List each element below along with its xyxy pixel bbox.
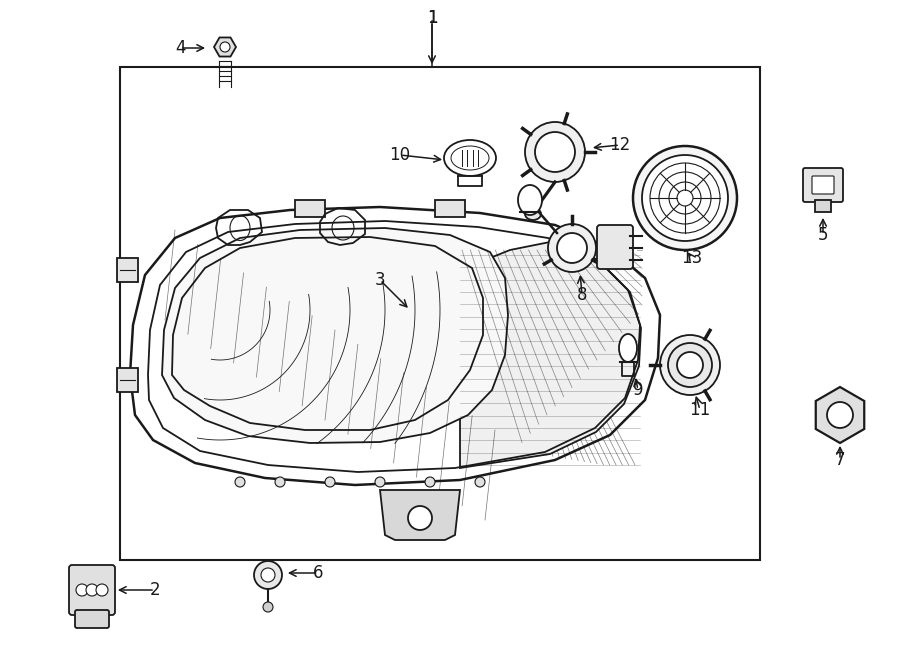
Text: 3: 3 <box>374 271 385 289</box>
Circle shape <box>642 155 728 241</box>
Circle shape <box>261 568 275 582</box>
Circle shape <box>535 132 575 172</box>
Circle shape <box>475 477 485 487</box>
Bar <box>120 67 760 560</box>
Polygon shape <box>214 38 236 57</box>
Polygon shape <box>295 200 325 217</box>
Circle shape <box>425 477 435 487</box>
Polygon shape <box>435 200 465 217</box>
Polygon shape <box>815 387 864 443</box>
Polygon shape <box>460 242 641 468</box>
Polygon shape <box>117 368 138 392</box>
Circle shape <box>557 233 587 263</box>
Circle shape <box>660 335 720 395</box>
Text: 12: 12 <box>609 136 631 154</box>
Circle shape <box>375 477 385 487</box>
Circle shape <box>220 42 230 52</box>
Text: 2: 2 <box>149 581 160 599</box>
Ellipse shape <box>525 208 541 220</box>
Circle shape <box>408 506 432 530</box>
FancyBboxPatch shape <box>75 610 109 628</box>
Circle shape <box>86 584 98 596</box>
FancyBboxPatch shape <box>812 176 834 194</box>
Ellipse shape <box>619 334 637 362</box>
Circle shape <box>254 561 282 589</box>
Ellipse shape <box>444 140 496 176</box>
Circle shape <box>325 477 335 487</box>
Text: 4: 4 <box>175 39 185 57</box>
Text: 1: 1 <box>427 9 437 27</box>
Circle shape <box>235 477 245 487</box>
Bar <box>815 200 831 212</box>
Text: 9: 9 <box>633 381 643 399</box>
Circle shape <box>633 146 737 250</box>
Circle shape <box>548 224 596 272</box>
Text: 10: 10 <box>390 146 410 164</box>
FancyBboxPatch shape <box>69 565 115 615</box>
Text: 1: 1 <box>427 9 437 27</box>
FancyBboxPatch shape <box>803 168 843 202</box>
Text: 8: 8 <box>577 286 587 304</box>
Polygon shape <box>380 490 460 540</box>
FancyBboxPatch shape <box>597 225 633 269</box>
Text: 11: 11 <box>689 401 711 419</box>
Circle shape <box>668 343 712 387</box>
Ellipse shape <box>518 185 542 215</box>
Text: 13: 13 <box>681 249 703 267</box>
Circle shape <box>677 352 703 378</box>
Circle shape <box>96 584 108 596</box>
Polygon shape <box>117 258 138 282</box>
Circle shape <box>263 602 273 612</box>
Text: 6: 6 <box>313 564 323 582</box>
Circle shape <box>827 402 853 428</box>
Circle shape <box>275 477 285 487</box>
Polygon shape <box>162 228 508 443</box>
Text: 5: 5 <box>818 226 828 244</box>
Text: 7: 7 <box>835 451 845 469</box>
Circle shape <box>525 122 585 182</box>
Circle shape <box>76 584 88 596</box>
